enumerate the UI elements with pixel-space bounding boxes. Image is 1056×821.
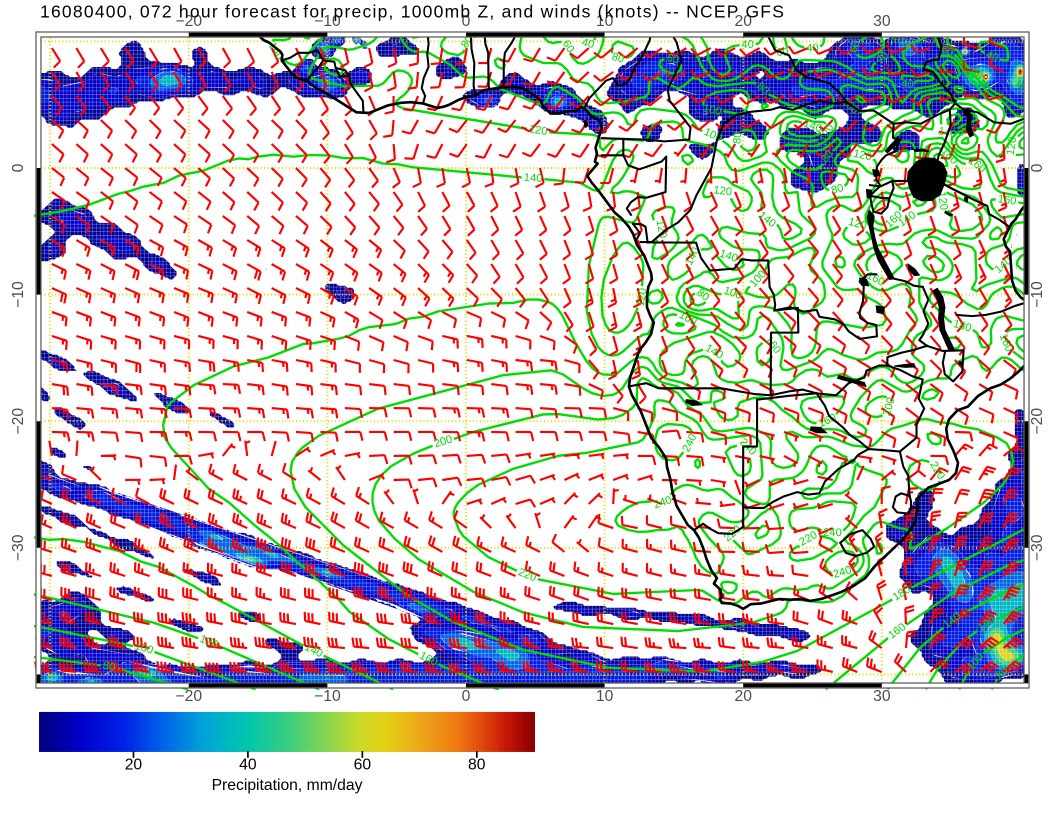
svg-text:160: 160 [997,193,1017,207]
svg-text:160: 160 [997,332,1015,354]
svg-text:−10: −10 [10,281,27,308]
svg-text:200: 200 [881,396,898,417]
svg-text:20: 20 [734,688,752,705]
svg-text:40: 40 [806,42,819,55]
svg-text:80: 80 [468,757,486,774]
svg-text:60: 60 [560,38,577,55]
svg-text:180: 180 [952,318,973,335]
svg-text:120: 120 [713,184,733,198]
svg-text:−10: −10 [314,13,341,30]
svg-text:80: 80 [694,287,711,304]
svg-text:20: 20 [125,757,143,774]
svg-text:−20: −20 [1029,408,1046,435]
svg-text:80: 80 [610,51,625,66]
svg-text:240: 240 [832,564,853,581]
svg-text:−10: −10 [1029,281,1046,308]
svg-text:20: 20 [734,13,752,30]
svg-text:0: 0 [10,163,27,172]
svg-text:140: 140 [718,248,739,265]
svg-text:10: 10 [596,688,614,705]
svg-text:0: 0 [462,688,471,705]
svg-text:240: 240 [652,494,673,511]
svg-text:−20: −20 [175,688,202,705]
svg-text:140: 140 [802,117,824,135]
svg-text:40: 40 [581,37,596,52]
svg-text:140: 140 [523,172,542,185]
svg-text:60: 60 [939,43,955,59]
svg-text:−20: −20 [175,13,202,30]
svg-text:Precipitation, mm/day: Precipitation, mm/day [212,777,363,794]
svg-text:40: 40 [741,39,754,51]
svg-text:16080400, 072 hour forecast fo: 16080400, 072 hour forecast for precip, … [40,2,785,22]
svg-text:30: 30 [873,13,891,30]
svg-text:100: 100 [722,285,743,302]
svg-text:120: 120 [198,633,220,651]
svg-text:0: 0 [462,13,471,30]
svg-text:60: 60 [848,39,863,54]
svg-text:40: 40 [984,49,1000,65]
svg-text:10: 10 [596,13,614,30]
svg-text:60: 60 [354,757,372,774]
svg-text:200: 200 [433,433,454,450]
svg-text:−30: −30 [10,534,27,561]
svg-text:240: 240 [823,527,842,540]
svg-text:80: 80 [731,131,744,144]
svg-text:−20: −20 [10,408,27,435]
svg-text:40: 40 [239,757,257,774]
svg-text:220: 220 [516,566,538,584]
svg-text:60: 60 [665,52,680,67]
svg-text:40: 40 [874,50,890,66]
svg-text:80: 80 [830,182,845,197]
svg-text:30: 30 [873,688,891,705]
svg-text:40: 40 [968,65,985,82]
svg-text:0: 0 [1029,163,1046,172]
svg-text:80: 80 [102,660,116,674]
svg-text:40: 40 [901,78,914,91]
svg-text:120: 120 [847,216,868,232]
svg-text:120: 120 [528,123,548,138]
svg-text:120: 120 [1005,136,1020,156]
svg-text:−30: −30 [1029,534,1046,561]
svg-text:−10: −10 [314,688,341,705]
svg-text:100: 100 [133,640,154,656]
svg-text:100: 100 [702,102,723,118]
svg-text:120: 120 [852,148,873,164]
svg-text:120: 120 [653,219,668,239]
